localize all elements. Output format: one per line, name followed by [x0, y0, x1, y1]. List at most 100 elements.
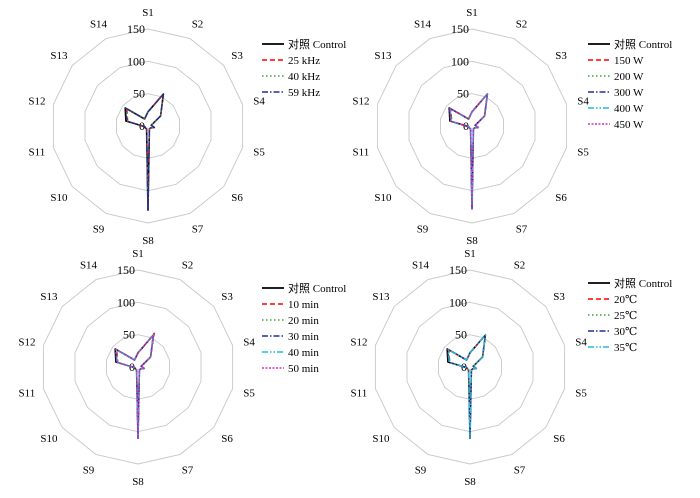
category-label: S5: [577, 146, 589, 158]
series-line-5: [447, 334, 487, 439]
category-label: S4: [253, 96, 265, 108]
category-label: S11: [29, 146, 46, 158]
category-label: S6: [553, 433, 565, 445]
category-label: S14: [80, 259, 98, 271]
legend-entry: 对照 Control: [288, 281, 346, 295]
series-line-2: [448, 334, 487, 438]
category-label: S6: [231, 192, 243, 204]
category-label: S9: [93, 224, 105, 236]
category-label: S2: [182, 259, 194, 271]
legend: 对照 Control 10 min 20 min 30 min 40 min 50 min: [262, 281, 346, 375]
category-label: S12: [18, 337, 35, 349]
legend: 对照 Control 25 kHz 40 kHz 59 kHz: [262, 37, 346, 99]
category-label: S3: [555, 50, 567, 62]
category-label: S13: [374, 50, 392, 62]
legend-entry: 25 kHz: [288, 55, 320, 67]
category-label: S10: [50, 192, 68, 204]
category-label: S13: [50, 50, 68, 62]
grid-ring-50: [440, 93, 504, 159]
category-label: S10: [374, 192, 392, 204]
category-label: S6: [221, 433, 233, 445]
legend-entry: 40 kHz: [288, 71, 320, 83]
category-label: S1: [464, 248, 476, 260]
radial-tick-label: 100: [127, 54, 145, 68]
category-label: S14: [90, 18, 108, 30]
category-label: S11: [353, 146, 370, 158]
series-line-4: [115, 334, 155, 439]
radar-panel-1: 050100150S1S2S3S4S5S6S7S8S9S10S11S12S13S…: [28, 7, 346, 247]
grid-ring-150: [52, 28, 244, 224]
legend-entry: 30 min: [288, 331, 319, 343]
category-label: S8: [142, 235, 154, 247]
category-label: S13: [40, 291, 58, 303]
legend-entry: 对照 Control: [614, 276, 672, 290]
category-label: S14: [412, 259, 430, 271]
category-label: S2: [192, 18, 204, 30]
legend-entry: 300 W: [614, 87, 644, 99]
legend: 对照 Control 20℃ 25℃ 30℃ 35℃: [588, 276, 672, 354]
series-line-3: [116, 334, 155, 438]
category-label: S3: [553, 291, 565, 303]
category-label: S7: [516, 224, 528, 236]
radar-panel-2: 050100150S1S2S3S4S5S6S7S8S9S10S11S12S13S…: [352, 7, 672, 247]
radial-tick-label: 100: [451, 54, 469, 68]
radar-panel-4: 050100150S1S2S3S4S5S6S7S8S9S10S11S12S13S…: [350, 248, 672, 488]
category-label: S3: [221, 291, 233, 303]
radial-tick-label: 50: [457, 87, 469, 101]
category-label: S3: [231, 50, 243, 62]
legend-entry: 40 min: [288, 347, 319, 359]
category-label: S8: [466, 235, 478, 247]
grid-ring-50: [106, 334, 170, 400]
series-line-3: [126, 93, 165, 210]
category-label: S11: [19, 387, 36, 399]
category-label: S5: [253, 146, 265, 158]
category-label: S13: [372, 291, 390, 303]
legend-entry: 150 W: [614, 55, 644, 67]
radial-tick-label: 100: [449, 295, 467, 309]
category-label: S8: [132, 476, 144, 488]
radial-tick-label: 100: [117, 295, 135, 309]
category-label: S5: [243, 387, 255, 399]
category-label: S5: [575, 387, 587, 399]
legend-entry: 50 min: [288, 363, 319, 375]
radial-tick-label: 50: [455, 328, 467, 342]
grid-ring-50: [438, 334, 502, 400]
radial-tick-label: 50: [133, 87, 145, 101]
radar-panel-3: 050100150S1S2S3S4S5S6S7S8S9S10S11S12S13S…: [18, 248, 346, 488]
radial-tick-label: 150: [451, 22, 469, 36]
category-label: S9: [415, 465, 427, 477]
legend-entry: 对照 Control: [614, 37, 672, 51]
radial-tick-label: 150: [449, 263, 467, 277]
legend-entry: 25℃: [614, 310, 637, 322]
grid-ring-150: [374, 269, 566, 465]
legend-entry: 200 W: [614, 71, 644, 83]
series-line-2: [116, 332, 155, 438]
radial-tick-label: 150: [117, 263, 135, 277]
category-label: S4: [575, 337, 587, 349]
category-label: S12: [350, 337, 367, 349]
category-label: S1: [132, 248, 144, 260]
series-line-4: [125, 93, 165, 211]
legend: 对照 Control 150 W 200 W 300 W 400 W 450 W: [588, 37, 672, 131]
legend-entry: 10 min: [288, 299, 319, 311]
category-label: S10: [372, 433, 390, 445]
category-label: S12: [28, 96, 45, 108]
category-label: S11: [351, 387, 368, 399]
category-label: S1: [142, 7, 154, 19]
series-line-1: [446, 334, 487, 439]
category-label: S6: [555, 192, 567, 204]
category-label: S9: [417, 224, 429, 236]
legend-entry: 35℃: [614, 342, 637, 354]
category-label: S7: [192, 224, 204, 236]
category-label: S7: [514, 465, 526, 477]
grid-ring-150: [42, 269, 234, 465]
series-line-3: [448, 334, 487, 438]
category-label: S4: [577, 96, 589, 108]
category-label: S8: [464, 476, 476, 488]
series-line-6: [449, 93, 489, 210]
legend-entry: 对照 Control: [288, 37, 346, 51]
category-label: S12: [352, 96, 369, 108]
radial-tick-label: 150: [127, 22, 145, 36]
legend-entry: 450 W: [614, 119, 644, 131]
